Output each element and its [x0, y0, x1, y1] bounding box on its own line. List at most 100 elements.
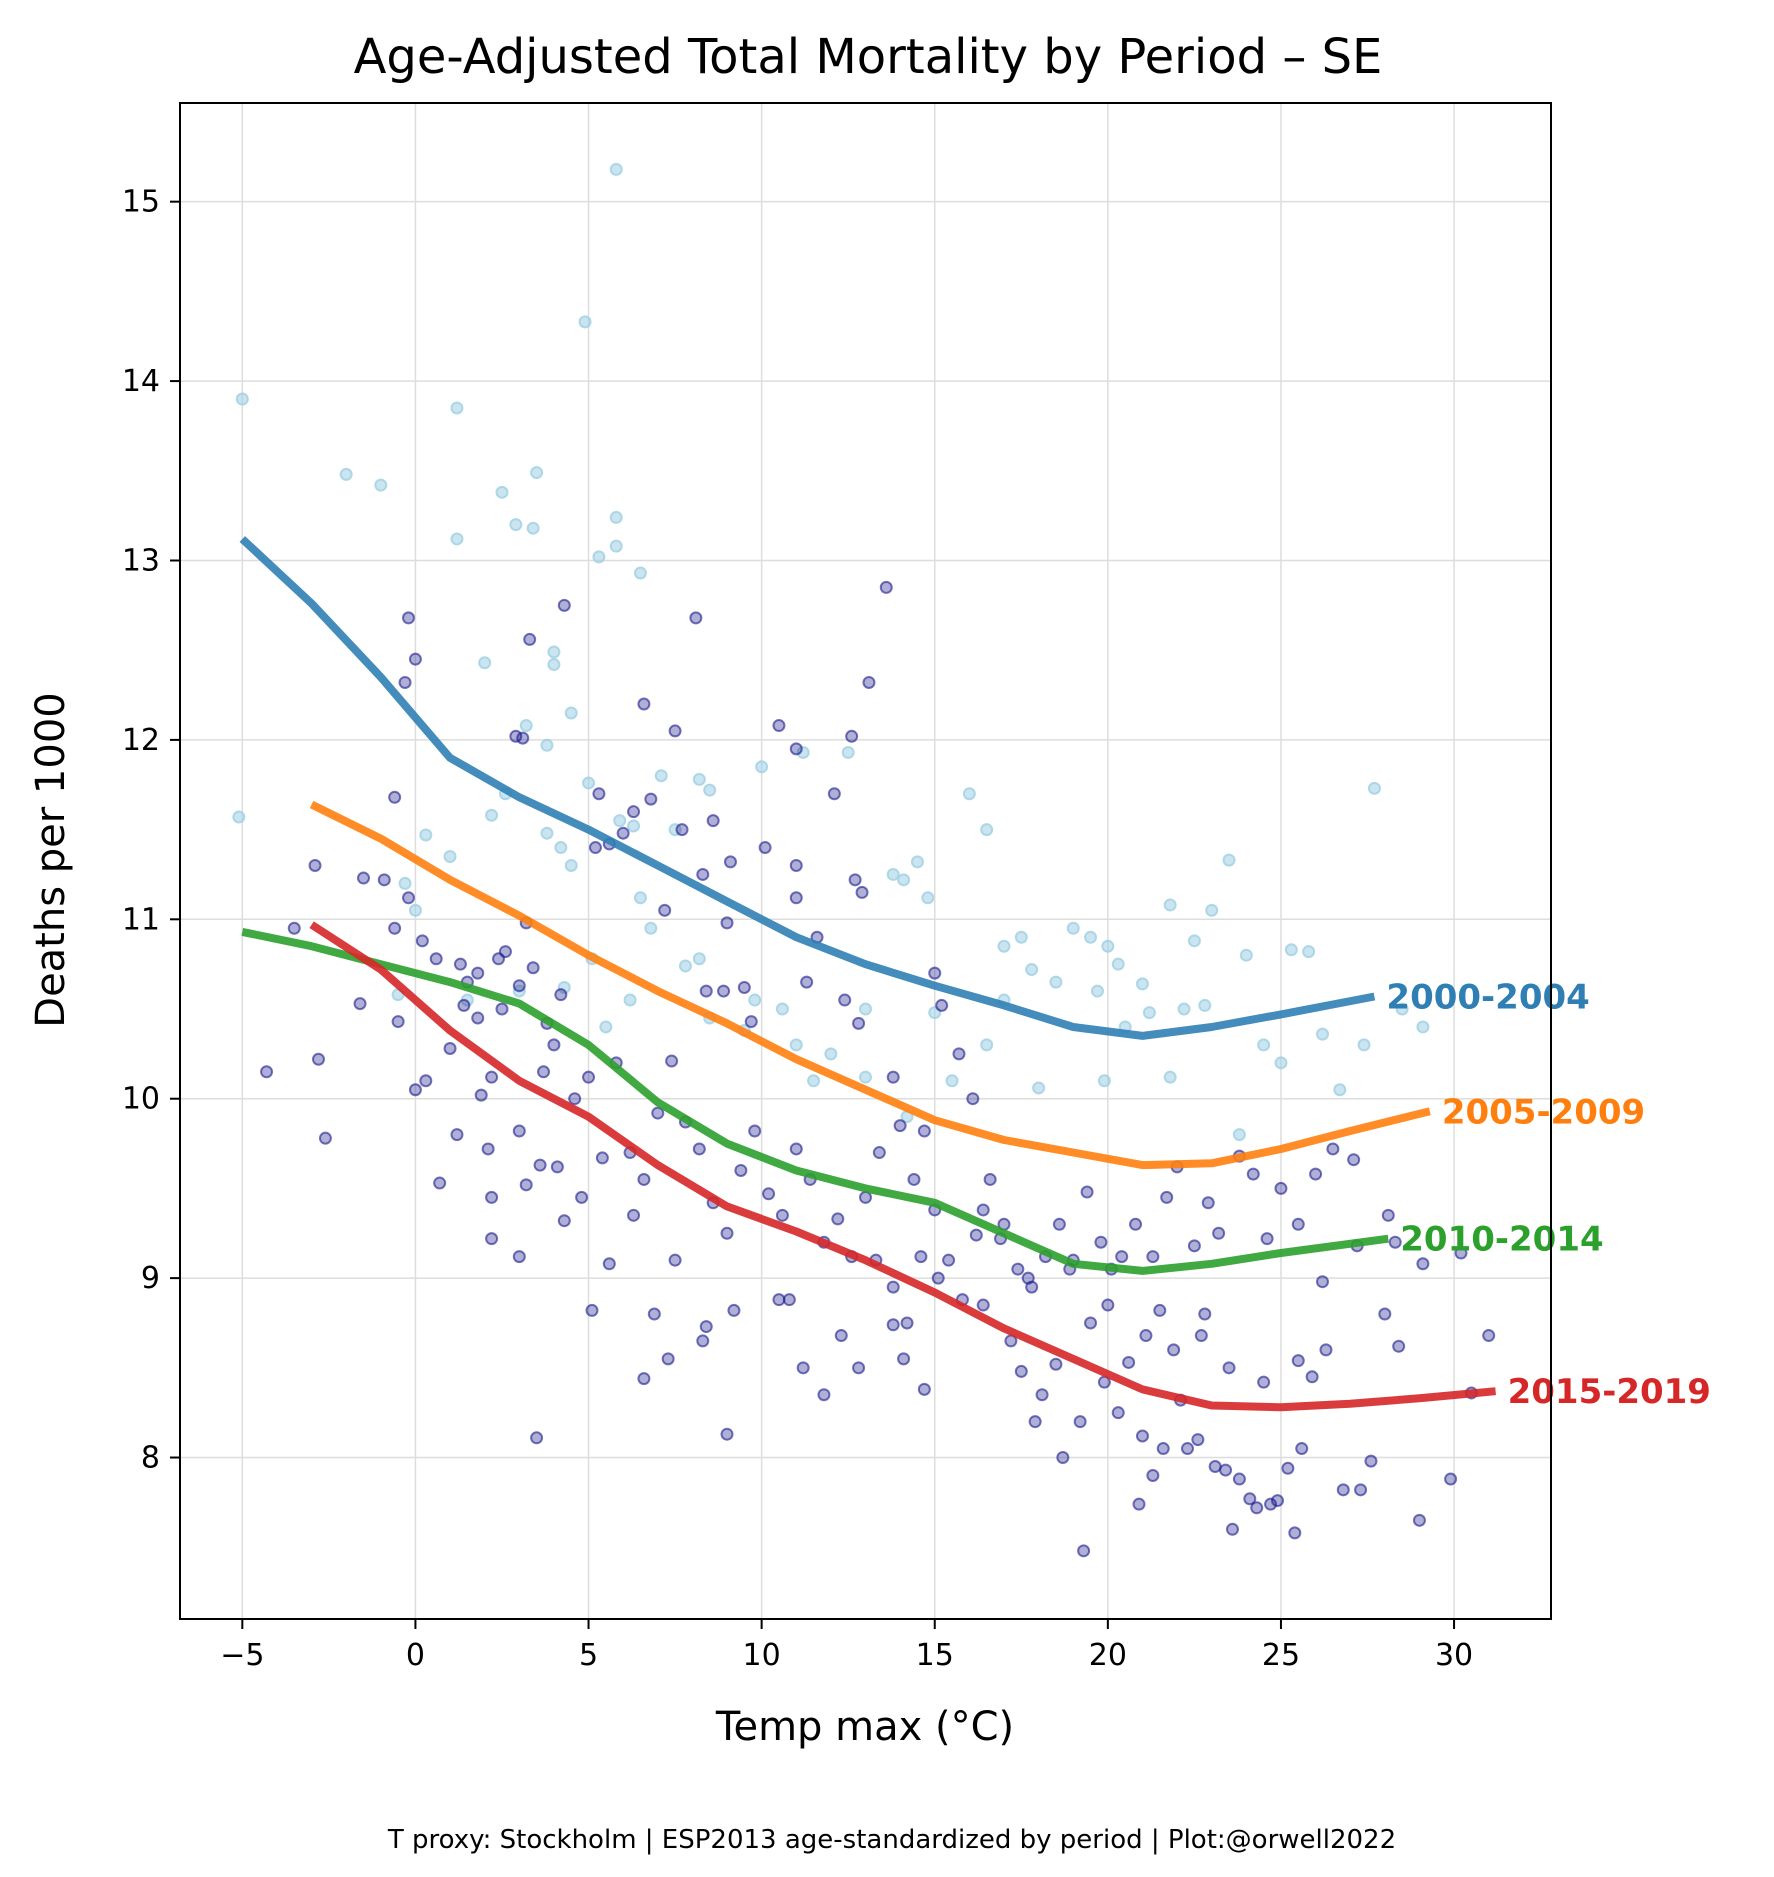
- scatter-point-light: [789, 1038, 803, 1052]
- y-axis-ticks: 8 9 10 11 12 13 14 15: [122, 185, 180, 1476]
- scatter-point-dark: [516, 731, 530, 745]
- series-label-2005-2009: 2005-2009: [1442, 1092, 1645, 1132]
- scatter-point-light: [613, 814, 627, 828]
- scatter-point-light: [1101, 939, 1115, 953]
- scatter-point-dark: [717, 984, 731, 998]
- series-line-2005-2009: [309, 800, 1431, 1170]
- scatter-point-dark: [356, 871, 370, 885]
- scatter-point-dark: [1080, 1185, 1094, 1199]
- scatter-point-dark: [675, 823, 689, 837]
- scatter-point-dark: [758, 841, 772, 855]
- scatter-point-dark: [485, 1232, 499, 1246]
- scatter-point-light: [557, 980, 571, 994]
- scatter-point-dark: [408, 652, 422, 666]
- scatter-point-light: [419, 828, 433, 842]
- scatter-point-dark: [942, 1253, 956, 1267]
- scatter-point-dark: [800, 975, 814, 989]
- scatter-point-dark: [419, 1074, 433, 1088]
- scatter-point-dark: [1077, 1544, 1091, 1558]
- scatter-point-light: [1239, 948, 1253, 962]
- scatter-point-dark: [429, 952, 443, 966]
- scatter-point-dark: [727, 1303, 741, 1317]
- scatter-point-dark: [658, 903, 672, 917]
- scatter-point-dark: [935, 998, 949, 1012]
- scatter-point-light: [1135, 977, 1149, 991]
- scatter-point-dark: [474, 1088, 488, 1102]
- scatter-point-dark: [512, 1124, 526, 1138]
- scatter-point-dark: [644, 792, 658, 806]
- scatter-point-dark: [1035, 1388, 1049, 1402]
- scatter-point-dark: [1412, 1513, 1426, 1527]
- scatter-point-dark: [402, 891, 415, 905]
- scatter-point-dark: [481, 1142, 495, 1156]
- scatter-point-dark: [699, 984, 713, 998]
- scatter-point-light: [897, 873, 911, 887]
- scatter-point-dark: [772, 719, 786, 733]
- chart-title: Age-Adjusted Total Mortality by Period –…: [354, 29, 1383, 85]
- scatter-point-light: [1416, 1020, 1430, 1034]
- scatter-point-light: [609, 539, 623, 553]
- scatter-point-dark: [453, 957, 467, 971]
- scatter-point-dark: [388, 921, 402, 935]
- scatter-point-dark: [665, 1054, 679, 1068]
- scatter-point-light: [824, 1047, 838, 1061]
- scatter-point-light: [1222, 853, 1236, 867]
- scatter-point-dark: [737, 980, 751, 994]
- scatter-point-dark: [512, 1250, 526, 1264]
- scatter-point-light: [775, 1002, 789, 1016]
- scatter-point-light: [1302, 945, 1316, 959]
- scatter-point-dark: [1291, 1217, 1305, 1231]
- scatter-point-dark: [554, 988, 568, 1002]
- scatter-point-dark: [287, 921, 301, 935]
- scatter-point-dark: [838, 993, 852, 1007]
- scatter-point-light: [1111, 957, 1125, 971]
- scatter-point-dark: [734, 1163, 748, 1177]
- scatter-point-dark: [1129, 1217, 1143, 1231]
- scatter-point-light: [509, 518, 523, 532]
- y-tick-label: 11: [122, 902, 160, 937]
- scatter-point-dark: [1146, 1250, 1160, 1264]
- y-tick-label: 12: [122, 723, 160, 758]
- scatter-point-dark: [1309, 1167, 1323, 1181]
- scatter-point-light: [599, 1020, 613, 1034]
- scatter-point-dark: [1156, 1442, 1170, 1456]
- scatter-point-dark: [582, 1070, 596, 1084]
- scatter-point-light: [654, 769, 668, 783]
- scatter-point-dark: [862, 675, 876, 689]
- y-tick-label: 13: [122, 543, 160, 578]
- scatter-point-dark: [845, 729, 859, 743]
- x-tick-label: −5: [220, 1638, 264, 1673]
- scatter-point-dark: [789, 742, 803, 756]
- scatter-point-dark: [585, 1303, 599, 1317]
- scatter-point-dark: [353, 997, 367, 1011]
- series-labels: 2000-2004 2005-2009 2010-2014 2015-2019: [1386, 977, 1711, 1412]
- scatter-point-dark: [637, 1172, 651, 1186]
- scatter-point-dark: [391, 1015, 405, 1029]
- scatter-point-dark: [1194, 1329, 1208, 1343]
- scatter-point-light: [945, 1074, 959, 1088]
- scatter-point-dark: [547, 1038, 561, 1052]
- scatter-point-dark: [1364, 1454, 1378, 1468]
- scatter-point-dark: [519, 1178, 533, 1192]
- grid: [180, 103, 1551, 1619]
- scatter-point-dark: [966, 1092, 980, 1106]
- scatter-point-light: [807, 1074, 821, 1088]
- scatter-point-light: [980, 823, 994, 837]
- scatter-point-light: [1187, 934, 1201, 948]
- scatter-point-light: [547, 658, 561, 672]
- scatter-point-dark: [495, 1002, 509, 1016]
- scatter-point-dark: [1014, 1364, 1028, 1378]
- scatter-point-dark: [1232, 1472, 1246, 1486]
- y-tick-label: 9: [141, 1261, 160, 1296]
- scatter-point-light: [339, 467, 353, 481]
- scatter-point-dark: [557, 598, 571, 612]
- scatter-point-dark: [637, 697, 651, 711]
- scatter-point-light: [1274, 1056, 1288, 1070]
- scatter-point-light: [1014, 930, 1028, 944]
- scatter-point-dark: [1084, 1316, 1098, 1330]
- scatter-point-dark: [1270, 1494, 1284, 1508]
- scatter-point-dark: [872, 1146, 886, 1160]
- scatter-point-dark: [1049, 1357, 1063, 1371]
- scatter-point-dark: [1388, 1235, 1402, 1249]
- scatter-point-light: [1025, 963, 1039, 977]
